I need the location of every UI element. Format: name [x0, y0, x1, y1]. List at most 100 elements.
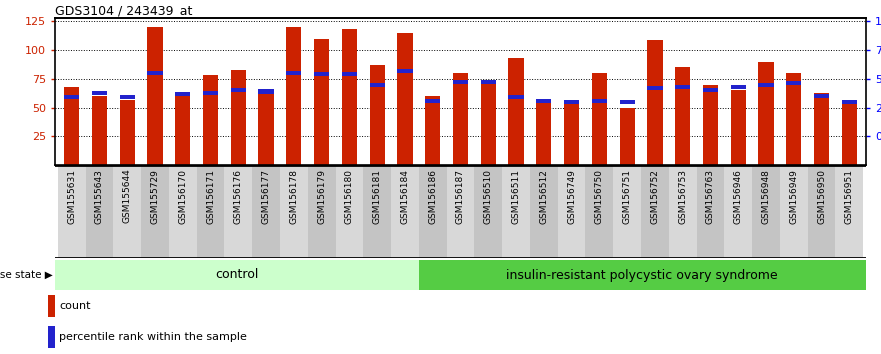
Bar: [369, 65, 385, 165]
Bar: [397, 69, 412, 73]
Text: control: control: [215, 268, 258, 281]
Text: GSM155643: GSM155643: [95, 169, 104, 224]
Text: percentile rank within the sample: percentile rank within the sample: [59, 332, 247, 342]
Bar: [426, 96, 440, 165]
Bar: [648, 86, 663, 90]
Bar: [175, 92, 190, 96]
Bar: [841, 100, 857, 104]
Bar: [453, 73, 468, 165]
Bar: [92, 96, 107, 165]
Bar: [342, 72, 357, 76]
Text: GSM155631: GSM155631: [67, 169, 76, 224]
Bar: [530, 165, 558, 258]
Bar: [759, 62, 774, 165]
Bar: [336, 165, 363, 258]
Text: GSM156949: GSM156949: [789, 169, 798, 224]
Text: disease state ▶: disease state ▶: [0, 270, 53, 280]
Bar: [85, 165, 114, 258]
Text: GSM156171: GSM156171: [206, 169, 215, 224]
Bar: [258, 90, 274, 165]
Bar: [453, 80, 468, 84]
Bar: [141, 165, 169, 258]
Bar: [814, 93, 829, 165]
Bar: [418, 260, 866, 290]
Bar: [447, 165, 474, 258]
Bar: [564, 100, 579, 104]
Bar: [258, 90, 274, 93]
Text: GSM156749: GSM156749: [567, 169, 576, 224]
Text: GSM156763: GSM156763: [706, 169, 715, 224]
Text: GSM156187: GSM156187: [456, 169, 465, 224]
Bar: [314, 39, 329, 165]
Text: GSM156753: GSM156753: [678, 169, 687, 224]
Bar: [342, 29, 357, 165]
Text: GSM156510: GSM156510: [484, 169, 492, 224]
Bar: [730, 85, 746, 89]
Bar: [307, 165, 336, 258]
Bar: [286, 71, 301, 75]
Text: GSM155729: GSM155729: [151, 169, 159, 224]
Bar: [613, 165, 641, 258]
Bar: [697, 165, 724, 258]
Bar: [314, 72, 329, 76]
Bar: [175, 96, 190, 165]
Bar: [418, 165, 447, 258]
Bar: [586, 165, 613, 258]
Text: GSM156950: GSM156950: [817, 169, 826, 224]
Text: GSM156178: GSM156178: [289, 169, 299, 224]
Bar: [147, 27, 163, 165]
Text: GSM156170: GSM156170: [178, 169, 188, 224]
Bar: [537, 99, 552, 165]
Bar: [48, 326, 55, 348]
Bar: [558, 165, 586, 258]
Bar: [280, 165, 307, 258]
Bar: [120, 95, 135, 99]
Bar: [363, 165, 391, 258]
Text: GSM156511: GSM156511: [512, 169, 521, 224]
Bar: [730, 90, 746, 165]
Bar: [64, 87, 79, 165]
Text: GSM156951: GSM156951: [845, 169, 854, 224]
Bar: [120, 99, 135, 165]
Bar: [592, 73, 607, 165]
Bar: [474, 165, 502, 258]
Bar: [203, 75, 218, 165]
Bar: [231, 70, 246, 165]
Bar: [203, 91, 218, 95]
Bar: [648, 40, 663, 165]
Text: GSM156184: GSM156184: [401, 169, 410, 224]
Bar: [481, 82, 496, 165]
Text: GSM156751: GSM156751: [623, 169, 632, 224]
Bar: [786, 73, 802, 165]
Bar: [508, 58, 523, 165]
Bar: [703, 88, 718, 92]
Bar: [675, 85, 691, 89]
Bar: [724, 165, 752, 258]
Bar: [592, 99, 607, 103]
Text: count: count: [59, 301, 91, 311]
Bar: [391, 165, 418, 258]
Bar: [814, 94, 829, 98]
Bar: [502, 165, 530, 258]
Text: GSM156179: GSM156179: [317, 169, 326, 224]
Bar: [808, 165, 835, 258]
Text: GSM156180: GSM156180: [344, 169, 354, 224]
Bar: [225, 165, 252, 258]
Bar: [537, 99, 552, 103]
Bar: [619, 100, 635, 104]
Bar: [147, 71, 163, 75]
Bar: [231, 88, 246, 92]
Bar: [252, 165, 280, 258]
Bar: [841, 99, 857, 165]
Bar: [835, 165, 863, 258]
Bar: [196, 165, 225, 258]
Bar: [58, 165, 85, 258]
Bar: [508, 95, 523, 99]
Text: GSM156946: GSM156946: [734, 169, 743, 224]
Bar: [369, 82, 385, 87]
Bar: [55, 260, 418, 290]
Text: GSM156176: GSM156176: [233, 169, 243, 224]
Bar: [48, 295, 55, 317]
Bar: [752, 165, 780, 258]
Bar: [481, 80, 496, 84]
